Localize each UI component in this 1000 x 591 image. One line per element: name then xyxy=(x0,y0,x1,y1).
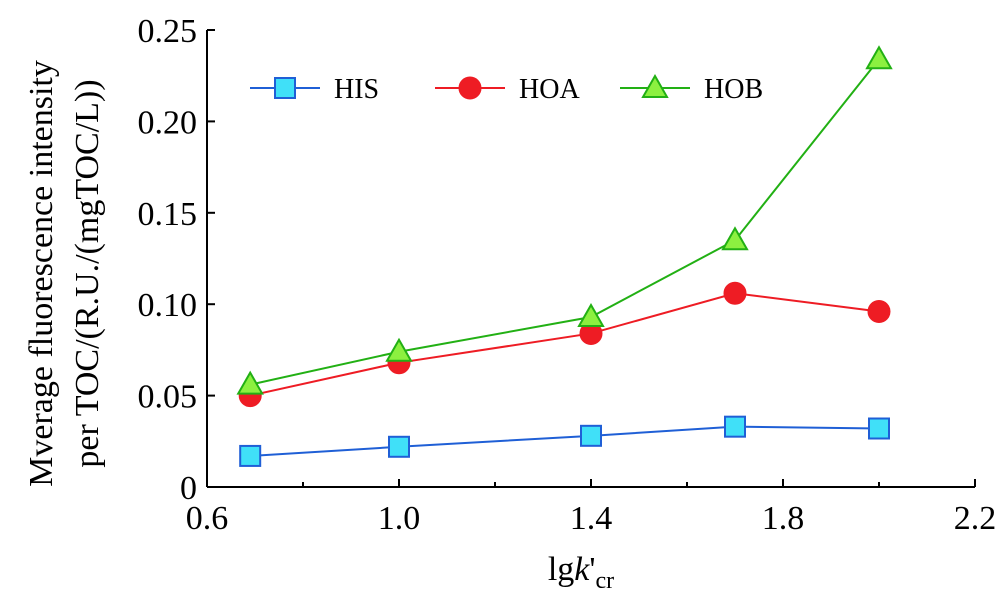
legend-item-hob: HOB xyxy=(620,73,763,105)
y-ticks: 0 0.05 0.10 0.15 0.20 0.25 xyxy=(138,13,215,507)
legend-hob-label: HOB xyxy=(704,74,763,105)
x-tick-label: 1.4 xyxy=(570,500,613,537)
x-axis-title: lgk'cr xyxy=(548,551,614,591)
series-hob-point xyxy=(721,226,749,251)
series-his-point xyxy=(868,417,890,440)
x-axis-title-main: lg xyxy=(548,551,574,588)
y-tick-label: 0.15 xyxy=(138,196,198,233)
y-tick-label: 0.10 xyxy=(138,287,198,324)
legend-item-hoa: HOA xyxy=(435,74,580,105)
series-his xyxy=(239,415,890,467)
plot-frame xyxy=(206,30,975,488)
legend-his-label: HIS xyxy=(334,74,379,105)
series-layer xyxy=(236,45,893,467)
legend: HIS HOA HOB xyxy=(250,73,763,105)
legend-hoa-marker xyxy=(458,76,482,100)
x-axis-title-prime: ' xyxy=(589,551,595,588)
legend-his-marker xyxy=(274,77,296,99)
series-his-point xyxy=(580,424,602,447)
series-hob-point xyxy=(577,302,605,327)
series-hoa-point xyxy=(867,300,891,324)
y-axis-title-line2: per TOC/(R.U./(mgTOC/L)) xyxy=(69,79,106,467)
series-hoa-line xyxy=(249,292,880,397)
x-tick-label: 0.6 xyxy=(186,500,229,537)
series-his-point xyxy=(388,435,410,458)
x-tick-label: 2.2 xyxy=(954,500,997,537)
series-hoa-point xyxy=(723,281,747,305)
series-his-point xyxy=(239,444,262,467)
x-ticks: 0.6 1.0 1.4 1.8 2.2 xyxy=(186,479,997,537)
legend-hob-marker xyxy=(641,73,669,98)
legend-hoa-label: HOA xyxy=(519,74,580,105)
x-axis-title-subscript: cr xyxy=(596,568,615,591)
series-hob-point xyxy=(865,45,893,70)
y-tick-label: 0.05 xyxy=(138,379,198,416)
series-hob-point xyxy=(385,337,413,362)
legend-item-his: HIS xyxy=(250,74,379,105)
series-hoa xyxy=(238,281,891,408)
y-axis-title-line1: Mverage fluorescence intensity xyxy=(23,60,60,487)
x-tick-label: 1.8 xyxy=(762,500,805,537)
series-his-point xyxy=(724,415,746,438)
y-tick-label: 0.25 xyxy=(138,13,198,50)
series-hob-point xyxy=(236,370,264,395)
series-hob-line xyxy=(249,58,880,386)
series-hob xyxy=(236,45,893,395)
y-tick-label: 0 xyxy=(180,470,197,507)
x-axis-title-italic: k xyxy=(574,551,590,588)
y-axis-title: Mverage fluorescence intensity per TOC/(… xyxy=(23,60,106,487)
series-his-line xyxy=(250,425,880,457)
y-tick-label: 0.20 xyxy=(138,104,198,141)
x-tick-label: 1.0 xyxy=(378,500,421,537)
